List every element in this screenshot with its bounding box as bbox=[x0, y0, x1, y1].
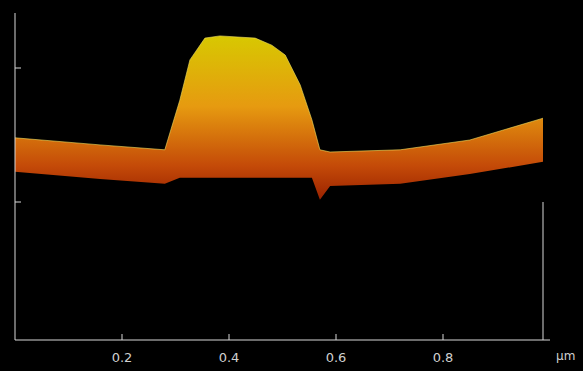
plot-area bbox=[15, 36, 543, 200]
x-tick-label: 0.8 bbox=[433, 350, 454, 365]
chart: 0.2 0.4 0.6 0.8 µm bbox=[0, 0, 583, 371]
x-tick-label: 0.4 bbox=[219, 350, 240, 365]
y-axis-line bbox=[15, 13, 16, 340]
x-axis-label: µm bbox=[556, 349, 575, 363]
surface-edge bbox=[15, 36, 543, 152]
frame-tick bbox=[15, 202, 21, 203]
x-tick bbox=[443, 334, 444, 340]
background bbox=[0, 0, 583, 371]
x-tick-label: 0.6 bbox=[326, 350, 347, 365]
x-tick bbox=[336, 334, 337, 340]
frame-tick bbox=[15, 68, 21, 69]
x-tick-label: 0.2 bbox=[112, 350, 133, 365]
x-axis-line bbox=[15, 340, 550, 341]
surface-area bbox=[15, 36, 543, 200]
frame-line bbox=[543, 202, 544, 340]
x-tick bbox=[229, 334, 230, 340]
x-tick bbox=[122, 334, 123, 340]
